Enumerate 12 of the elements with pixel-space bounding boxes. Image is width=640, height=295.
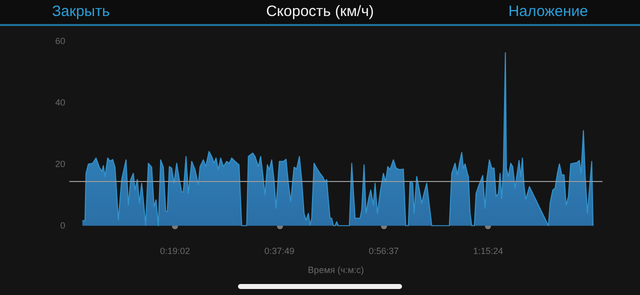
x-tick-label: 0:37:49: [264, 246, 294, 256]
text: Закрыть: [52, 3, 110, 21]
chart-title: Скорость (км/ч): [266, 3, 374, 20]
text: Наложение: [508, 3, 588, 21]
x-tick-label: 0:19:02: [160, 246, 190, 256]
x-axis-title: Время (ч:м:с): [308, 265, 364, 276]
y-tick-label: 40: [55, 98, 66, 108]
y-tick-label: 20: [55, 159, 66, 170]
y-tick-label: 0: [60, 220, 66, 231]
x-tick-label: 0:56:37: [368, 246, 399, 256]
y-tick-label: 60: [55, 36, 66, 46]
x-tick-label: 1:15:24: [473, 246, 504, 256]
